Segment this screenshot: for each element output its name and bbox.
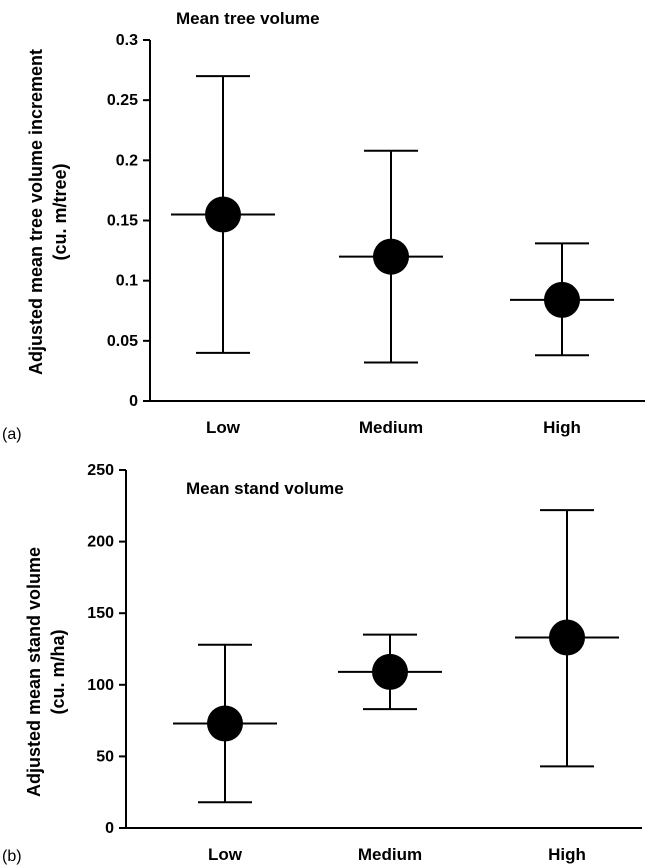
panel-a-y-tick-label: 0.2 [116,152,138,169]
panel-a-y-axis-label-line1: Adjusted mean tree volume increment [26,49,46,375]
panel-b-category-label: High [548,845,586,864]
panel-a-category-label: Medium [359,418,423,437]
mean-marker [205,196,241,233]
mean-marker [372,653,408,690]
panel-b-y-tick-label: 150 [87,605,114,622]
panel-b-y-ticks: 0 50 100 150 200 250 [87,462,126,837]
panel-a: (a) Mean tree volume Adjusted mean tree … [2,9,645,443]
panel-a-y-tick-label: 0.3 [116,32,138,49]
panel-b-category-labels: Low Medium High [208,845,586,864]
panel-label-a: (a) [2,426,22,443]
mean-marker [207,705,243,742]
panel-a-y-tick-label: 0.15 [107,213,138,230]
panel-b-category-label: Low [208,845,243,864]
panel-b-point-high [515,509,619,768]
panel-a-category-label: Low [206,418,241,437]
panel-b-y-axis-label-line2: (cu. m/ha) [48,629,68,714]
panel-b-category-label: Medium [358,845,422,864]
panel-a-y-tick-label: 0.05 [107,333,138,350]
panel-label-b: (b) [2,848,22,865]
panel-b-y-tick-label: 0 [105,820,114,837]
panel-a-category-labels: Low Medium High [206,418,581,437]
mean-marker [373,238,409,275]
panel-a-y-axis-label-line2: (cu. m/tree) [50,163,70,260]
panel-a-point-low [171,75,275,354]
panel-a-points [171,75,614,364]
panel-b-points [173,509,619,804]
panel-b-y-axis-label-line1: Adjusted mean stand volume [24,547,44,797]
panel-b-y-tick-label: 250 [87,462,114,479]
panel-b: (b) Mean stand volume Adjusted mean stan… [2,462,642,865]
panel-b-y-tick-label: 50 [96,748,114,765]
panel-a-y-tick-label: 0.25 [107,92,138,109]
panel-a-point-medium [339,149,443,364]
panel-a-y-ticks: 0 0.05 0.1 0.15 0.2 0.25 0.3 [107,32,150,410]
mean-marker [544,281,580,318]
panel-a-y-tick-label: 0.1 [116,273,138,290]
panel-b-y-tick-label: 100 [87,677,114,694]
panel-a-category-label: High [543,418,581,437]
panel-a-point-high [510,242,614,357]
panel-b-point-medium [338,633,442,711]
panel-a-title: Mean tree volume [176,9,320,28]
panel-b-y-tick-label: 200 [87,534,114,551]
mean-marker [549,619,585,656]
panel-b-point-low [173,643,277,804]
panel-a-y-tick-label: 0 [129,393,138,410]
panel-b-title: Mean stand volume [186,479,344,498]
